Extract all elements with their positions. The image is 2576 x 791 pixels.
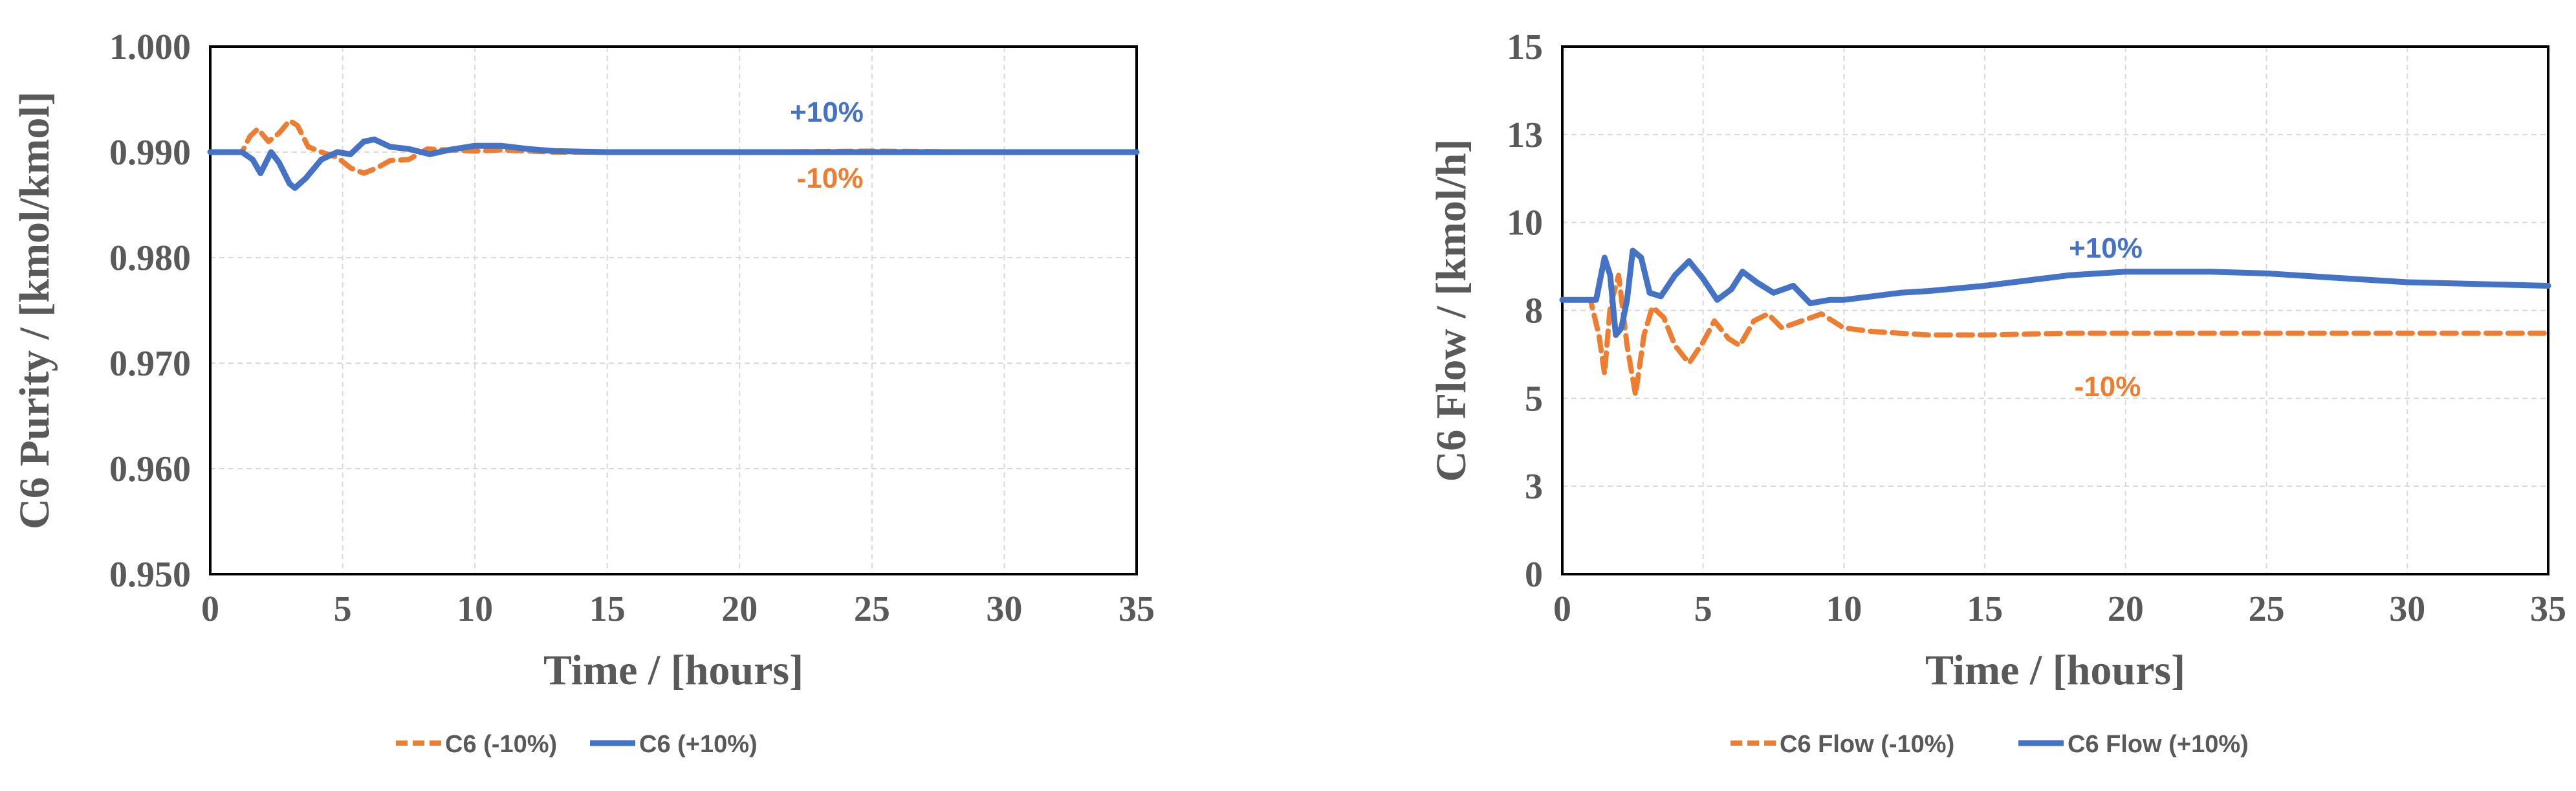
x-tick-label: 10 <box>457 589 493 629</box>
series-line-minus <box>208 118 1139 176</box>
y-tick-label: 15 <box>1507 27 1543 67</box>
x-tick-label: 0 <box>1553 589 1571 629</box>
y-tick-label: 0.990 <box>109 133 191 173</box>
purity-chart: 0 5 10 15 20 25 30 35 0.950 0.960 0.970 0.980 0.990 1… <box>11 27 1155 758</box>
x-tick-label: 15 <box>589 589 626 629</box>
y-axis-title: C6 Flow / [kmol/h] <box>1428 139 1475 482</box>
y-tick-label: 0.960 <box>109 449 191 489</box>
series-line-plus <box>207 136 1140 191</box>
x-axis-title: Time / [hours] <box>543 647 803 694</box>
series-line-minus <box>1560 273 2551 397</box>
annotation-minus: -10% <box>797 162 864 194</box>
y-tick-label: 0.970 <box>109 344 191 384</box>
y-tick-label: 13 <box>1507 115 1543 155</box>
plot-frame <box>1561 45 2549 575</box>
y-tick-label: 1.000 <box>109 27 191 67</box>
legend-label: C6 Flow (-10%) <box>1780 731 1954 758</box>
x-axis-title: Time / [hours] <box>1925 647 2185 694</box>
x-tick-label: 0 <box>201 589 219 629</box>
annotation-plus: +10% <box>2069 232 2143 264</box>
x-tick-label: 25 <box>2249 589 2285 629</box>
series-line-plus <box>1559 247 2551 338</box>
x-tick-label: 5 <box>334 589 352 629</box>
y-tick-label: 0.950 <box>109 555 191 595</box>
annotation-plus: +10% <box>790 96 864 128</box>
legend-label: C6 (+10%) <box>639 731 758 758</box>
x-tick-label: 30 <box>986 589 1022 629</box>
y-axis-title: C6 Purity / [kmol/kmol] <box>11 91 58 529</box>
x-tick-label: 20 <box>2108 589 2144 629</box>
x-tick-label: 35 <box>1119 589 1155 629</box>
y-tick-label: 0.980 <box>109 238 191 278</box>
x-tick-label: 25 <box>854 589 890 629</box>
annotation-minus: -10% <box>2075 371 2141 403</box>
x-tick-label: 15 <box>1967 589 2003 629</box>
legend-label: C6 (-10%) <box>445 731 557 758</box>
x-tick-label: 35 <box>2530 589 2566 629</box>
legend-label: C6 Flow (+10%) <box>2068 731 2249 758</box>
y-tick-label: 8 <box>1525 291 1543 331</box>
y-tick-label: 10 <box>1507 203 1543 243</box>
plot-frame <box>209 45 1138 575</box>
x-tick-label: 30 <box>2389 589 2425 629</box>
x-tick-label: 5 <box>1694 589 1712 629</box>
y-tick-label: 0 <box>1525 555 1543 595</box>
x-tick-label: 10 <box>1826 589 1862 629</box>
y-tick-label: 3 <box>1525 467 1543 507</box>
y-tick-label: 5 <box>1525 379 1543 419</box>
x-tick-label: 20 <box>721 589 758 629</box>
